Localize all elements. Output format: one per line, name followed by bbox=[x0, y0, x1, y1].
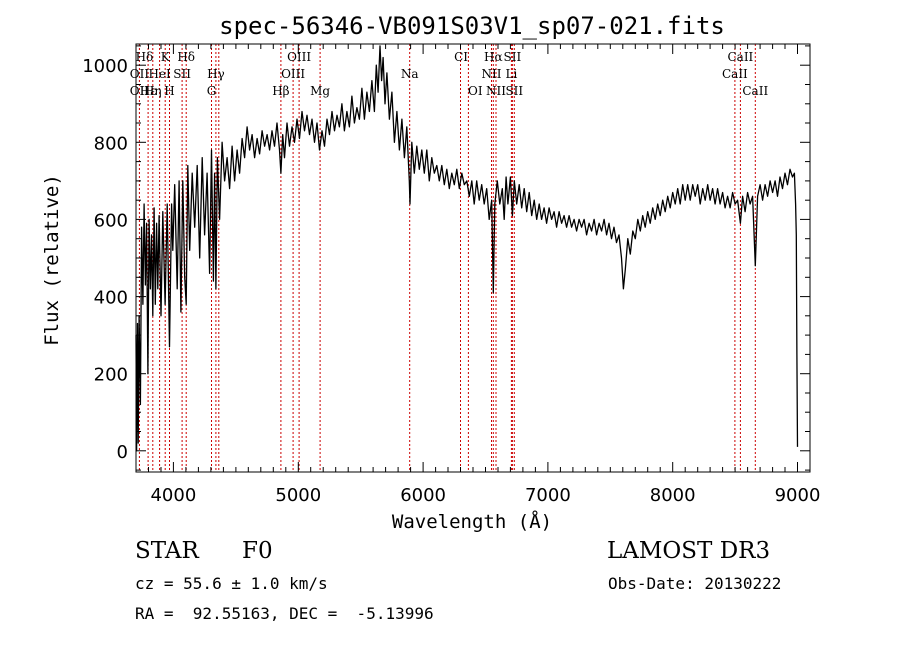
y-tick-label: 600 bbox=[94, 210, 128, 231]
x-tick-label: 9000 bbox=[775, 485, 821, 506]
observation-date: Obs-Date: 20130222 bbox=[608, 574, 782, 593]
coordinates-readout: RA = 92.55163, DEC = -5.13996 bbox=[135, 604, 434, 623]
y-tick-label: 400 bbox=[94, 288, 128, 309]
line-marker-label: CaII bbox=[727, 50, 753, 64]
y-axis: 0 200 400 600 800 1000 bbox=[82, 45, 810, 471]
line-marker-label: HeI bbox=[148, 67, 171, 81]
line-marker-label: CaII bbox=[722, 67, 748, 81]
y-tick-label: 1000 bbox=[82, 56, 128, 77]
line-marker-label: NII bbox=[486, 84, 506, 98]
line-marker-label: Hη bbox=[144, 84, 162, 98]
x-tick-label: 8000 bbox=[650, 485, 696, 506]
survey-name: LAMOST DR3 bbox=[607, 538, 771, 564]
line-marker-label: OI bbox=[468, 84, 483, 98]
line-marker-label: OIII bbox=[287, 50, 311, 64]
line-marker-label: OII bbox=[130, 67, 150, 81]
line-marker-label: G bbox=[207, 84, 217, 98]
spectral-subclass: F0 bbox=[242, 538, 273, 564]
line-marker-label: OIII bbox=[281, 67, 305, 81]
line-marker-label: SII bbox=[504, 50, 522, 64]
line-marker-label: Hγ bbox=[207, 67, 225, 81]
chart-title: spec-56346-VB091S03V1_sp07-021.fits bbox=[219, 12, 725, 40]
line-marker-label: Na bbox=[401, 67, 419, 81]
line-marker-label: Hδ bbox=[177, 50, 195, 64]
y-tick-label: 0 bbox=[117, 442, 128, 463]
x-tick-label: 5000 bbox=[275, 485, 321, 506]
y-axis-label: Flux (relative) bbox=[41, 174, 63, 346]
x-axis-label: Wavelength (Å) bbox=[392, 510, 552, 533]
line-marker-label: Hβ bbox=[272, 84, 289, 98]
line-marker-label: Li bbox=[505, 67, 517, 81]
flux-series-line bbox=[135, 45, 799, 452]
y-tick-label: 200 bbox=[94, 365, 128, 386]
line-marker-label: SII bbox=[505, 84, 523, 98]
line-marker-label: Hδ bbox=[136, 50, 154, 64]
x-tick-label: 7000 bbox=[525, 485, 571, 506]
x-axis: 4000 5000 6000 7000 8000 9000 bbox=[148, 44, 821, 506]
line-marker-label: H bbox=[164, 84, 174, 98]
spectral-line-markers bbox=[138, 44, 756, 472]
plot-frame bbox=[135, 43, 811, 473]
line-marker-label: Hα bbox=[484, 50, 503, 64]
line-marker-label: K bbox=[161, 50, 171, 64]
y-tick-label: 800 bbox=[94, 133, 128, 154]
line-marker-label: OII bbox=[130, 84, 150, 98]
line-marker-label: Mg bbox=[310, 84, 330, 98]
x-tick-label: 4000 bbox=[150, 485, 196, 506]
line-marker-label: SII bbox=[173, 67, 191, 81]
x-tick-label: 6000 bbox=[400, 485, 446, 506]
line-marker-label: Hε bbox=[140, 84, 157, 98]
object-class: STAR bbox=[135, 538, 199, 564]
redshift-readout: cz = 55.6 ± 1.0 km/s bbox=[135, 574, 328, 593]
line-marker-label: NII bbox=[482, 67, 502, 81]
line-marker-label: CI bbox=[454, 50, 468, 64]
line-marker-label: CaII bbox=[742, 84, 768, 98]
